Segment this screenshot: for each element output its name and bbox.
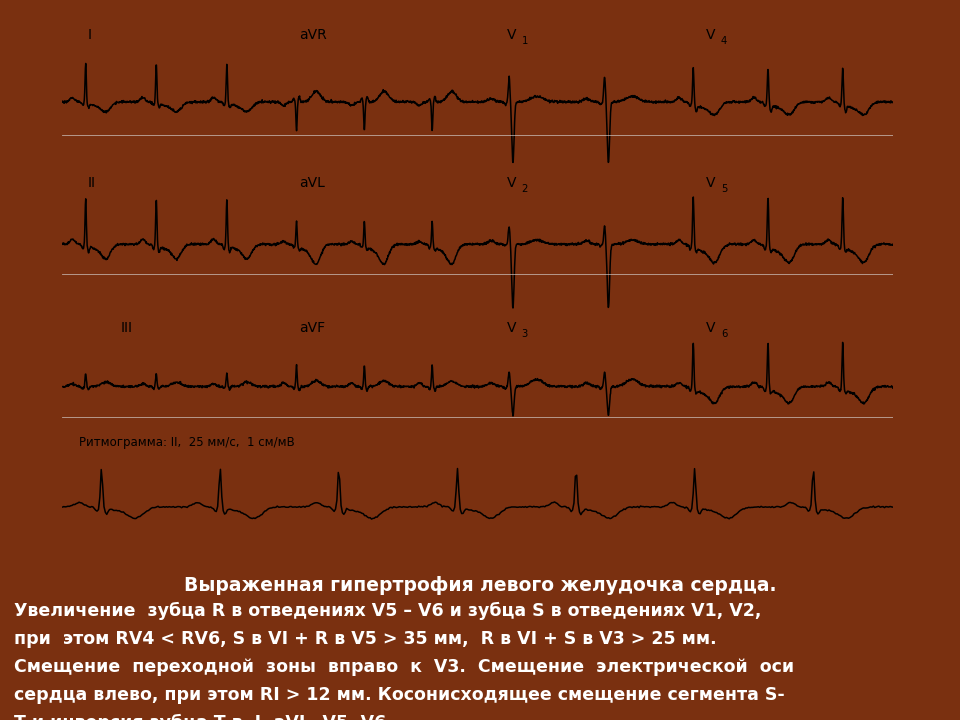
Text: Увеличение  зубца R в отведениях V5 – V6 и зубца S в отведениях V1, V2,: Увеличение зубца R в отведениях V5 – V6 …	[14, 602, 762, 620]
Text: aVL: aVL	[300, 176, 324, 190]
Text: II: II	[87, 176, 95, 190]
Text: Ритмограмма: II,  25 мм/с,  1 см/мВ: Ритмограмма: II, 25 мм/с, 1 см/мВ	[79, 436, 295, 449]
Text: сердца влево, при этом RI > 12 мм. Косонисходящее смещение сегмента S-: сердца влево, при этом RI > 12 мм. Косон…	[14, 686, 785, 704]
Text: 3: 3	[521, 329, 528, 339]
Text: aVR: aVR	[300, 28, 326, 42]
Text: при  этом RV4 < RV6, S в VI + R в V5 > 35 мм,  R в VI + S в V3 > 25 мм.: при этом RV4 < RV6, S в VI + R в V5 > 35…	[14, 630, 717, 648]
Text: Смещение  переходной  зоны  вправо  к  V3.  Смещение  электрической  оси: Смещение переходной зоны вправо к V3. См…	[14, 658, 795, 676]
Text: V: V	[706, 176, 715, 190]
Text: III: III	[121, 321, 132, 335]
Text: I: I	[87, 28, 91, 42]
Text: V: V	[706, 28, 715, 42]
Text: aVF: aVF	[300, 321, 325, 335]
Text: V: V	[507, 28, 516, 42]
Text: 4: 4	[721, 36, 727, 46]
Text: V: V	[507, 321, 516, 335]
Text: 2: 2	[521, 184, 528, 194]
Text: Выраженная гипертрофия левого желудочка сердца.: Выраженная гипертрофия левого желудочка …	[183, 576, 777, 595]
Text: 6: 6	[721, 329, 728, 339]
Text: V: V	[706, 321, 715, 335]
Text: 5: 5	[721, 184, 728, 194]
Text: V: V	[507, 176, 516, 190]
Text: 1: 1	[521, 36, 528, 46]
Text: Т и инверсия зубца Т в  I, aVL, V5, V6.: Т и инверсия зубца Т в I, aVL, V5, V6.	[14, 714, 394, 720]
